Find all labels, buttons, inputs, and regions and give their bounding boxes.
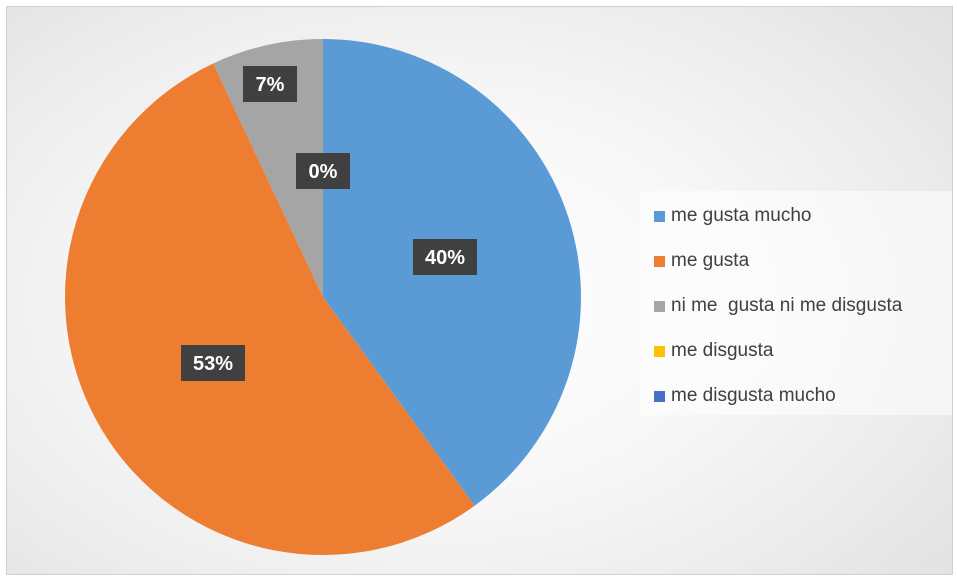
data-label-text: 40% xyxy=(425,247,465,269)
data-label-text: 53% xyxy=(193,353,233,375)
data-label-me-disgusta: 7% xyxy=(243,66,297,102)
data-label-box xyxy=(243,66,297,102)
data-label-box xyxy=(296,153,350,189)
legend-item-me-disgusta: me disgusta xyxy=(654,336,773,366)
pie-chart: 40% 53% 0% 7% xyxy=(65,39,581,555)
legend-item-me-gusta-mucho: me gusta mucho xyxy=(654,201,811,231)
data-label-me-gusta-mucho: 40% xyxy=(413,239,477,275)
pie-slice-ni-me-gusta-ni-me-disgusta xyxy=(213,39,323,297)
legend: me gusta mucho me gusta ni me gusta ni me … xyxy=(640,191,952,415)
legend-swatch xyxy=(654,210,665,222)
pie-slice-me-gusta xyxy=(65,63,475,555)
data-label-ni-me-gusta-ni-me-disgusta: 0% xyxy=(296,153,350,189)
data-label-box xyxy=(181,345,245,381)
data-label-me-gusta: 53% xyxy=(181,345,245,381)
data-label-box xyxy=(413,239,477,275)
legend-swatch xyxy=(654,390,665,402)
legend-item-me-gusta: me gusta xyxy=(654,246,749,276)
legend-label: me gusta xyxy=(671,250,750,271)
legend-label: me disgusta mucho xyxy=(671,385,836,406)
legend-swatch xyxy=(654,255,665,267)
legend-label: me gusta mucho xyxy=(671,205,812,226)
legend-swatch xyxy=(654,345,665,357)
legend-item-ni-me-gusta-ni-me-disgusta: ni me gusta ni me disgusta xyxy=(654,291,902,321)
legend-item-me-disgusta-mucho: me disgusta mucho xyxy=(654,381,836,411)
data-label-text: 0% xyxy=(309,161,338,183)
legend-label: ni me gusta ni me disgusta xyxy=(671,295,903,316)
legend-swatch xyxy=(654,300,665,312)
data-label-text: 7% xyxy=(256,74,285,96)
chart-area: 40% 53% 0% 7% me gusta mucho me gusta ni me g… xyxy=(6,6,953,575)
legend-label: me disgusta xyxy=(671,340,774,361)
